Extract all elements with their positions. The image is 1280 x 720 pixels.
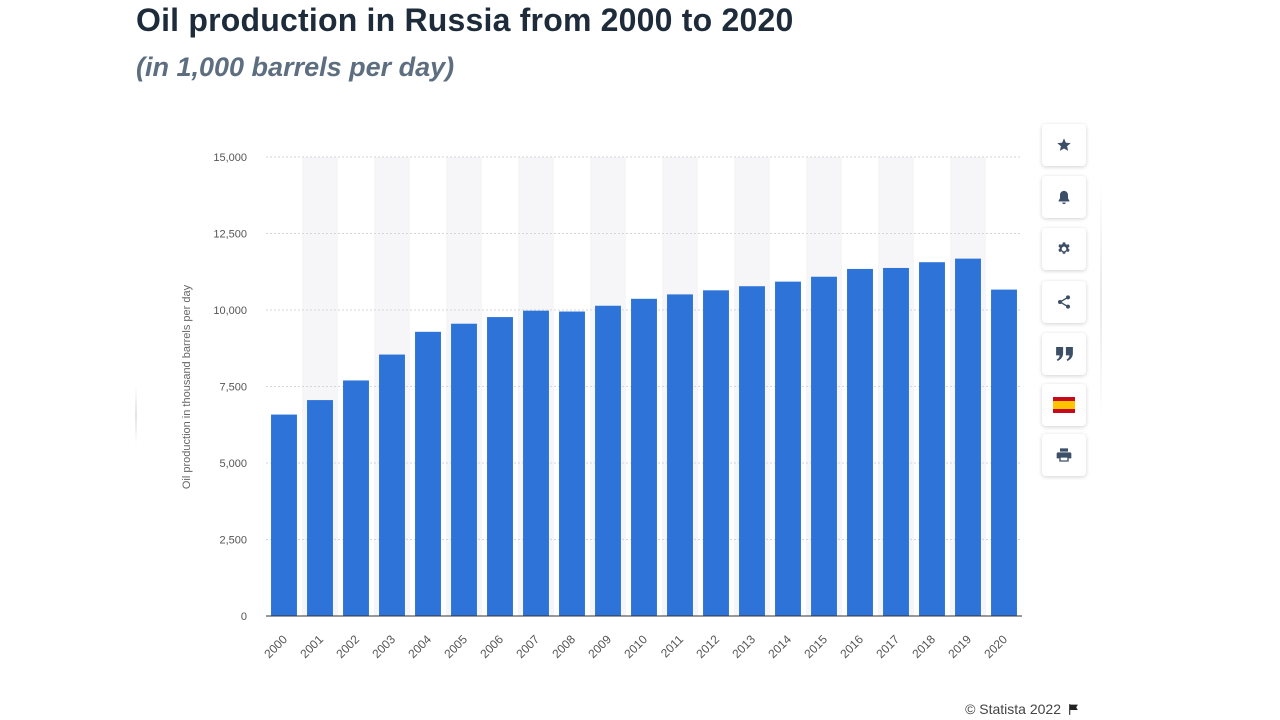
x-tick-label: 2001 [297,632,326,661]
quote-icon [1055,347,1073,361]
y-tick-label: 12,500 [213,229,247,241]
x-tick-label: 2010 [621,632,650,661]
y-tick-label: 10,000 [213,305,247,317]
spain-flag-icon [1053,397,1075,413]
x-tick-label: 2004 [405,632,434,661]
x-tick-label: 2014 [765,632,794,661]
bar-2018[interactable] [919,262,945,616]
notification-button[interactable] [1042,176,1086,218]
y-tick-label: 2,500 [219,535,247,547]
x-tick-label: 2002 [333,632,362,661]
bar-2014[interactable] [775,281,801,616]
bar-2012[interactable] [703,290,729,616]
bar-2009[interactable] [595,305,621,616]
x-tick-label: 2003 [369,632,398,661]
y-tick-label: 5,000 [219,458,247,470]
y-axis-ticks: 0 2,500 5,000 7,500 10,000 12,500 15,000 [213,152,247,623]
x-tick-label: 2011 [658,632,686,660]
settings-button[interactable] [1042,228,1086,270]
x-tick-label: 2007 [513,632,542,661]
printer-icon [1056,448,1072,462]
left-edge-shadow [135,385,137,445]
chart-subtitle: (in 1,000 barrels per day) [136,52,455,82]
bar-2004[interactable] [415,331,441,616]
star-icon [1057,138,1071,151]
share-button[interactable] [1042,281,1086,323]
x-tick-label: 2012 [693,632,722,661]
x-tick-label: 2019 [945,632,974,661]
favorite-button[interactable] [1042,124,1086,166]
x-tick-label: 2000 [261,632,290,661]
footer: © Statista 2022 [965,701,1080,717]
x-tick-label: 2005 [441,632,470,661]
share-icon [1058,295,1070,309]
language-button[interactable] [1042,384,1086,426]
x-tick-label: 2008 [549,632,578,661]
bar-2002[interactable] [343,380,369,616]
y-tick-label: 7,500 [219,382,247,394]
x-tick-label: 2015 [801,632,830,661]
bar-2000[interactable] [271,414,297,616]
bars [271,258,1017,616]
x-tick-label: 2018 [909,632,938,661]
gear-icon [1058,242,1070,254]
bar-2015[interactable] [811,276,837,616]
copyright-text[interactable]: © Statista 2022 [965,701,1061,717]
bar-2005[interactable] [451,323,477,616]
bar-2011[interactable] [667,294,693,616]
bar-2008[interactable] [559,311,585,616]
bar-2016[interactable] [847,268,873,616]
chart-title: Oil production in Russia from 2000 to 20… [136,2,794,38]
bar-2001[interactable] [307,400,333,616]
y-tick-label: 15,000 [213,152,247,164]
x-tick-label: 2006 [477,632,506,661]
bar-2020[interactable] [991,289,1017,616]
x-tick-label: 2013 [729,632,758,661]
cite-button[interactable] [1042,333,1086,375]
bell-icon [1058,190,1070,204]
x-tick-label: 2017 [873,632,902,661]
bar-2006[interactable] [487,317,513,616]
bar-2007[interactable] [523,310,549,616]
bar-2010[interactable] [631,298,657,616]
right-edge-shadow [1100,180,1102,420]
x-tick-label: 2009 [585,632,614,661]
y-axis-label: Oil production in thousand barrels per d… [181,284,193,489]
flag-icon[interactable] [1067,703,1080,716]
x-axis-ticks: 2000 2001 2002 2003 2004 2005 2006 2007 2008 2009… [261,632,1010,661]
bar-2019[interactable] [955,258,981,616]
x-tick-label: 2020 [981,632,1010,661]
bar-2017[interactable] [883,267,909,616]
bar-2003[interactable] [379,354,405,616]
y-tick-label: 0 [241,611,247,623]
x-tick-label: 2016 [837,632,866,661]
print-button[interactable] [1042,434,1086,476]
bar-2013[interactable] [739,286,765,616]
